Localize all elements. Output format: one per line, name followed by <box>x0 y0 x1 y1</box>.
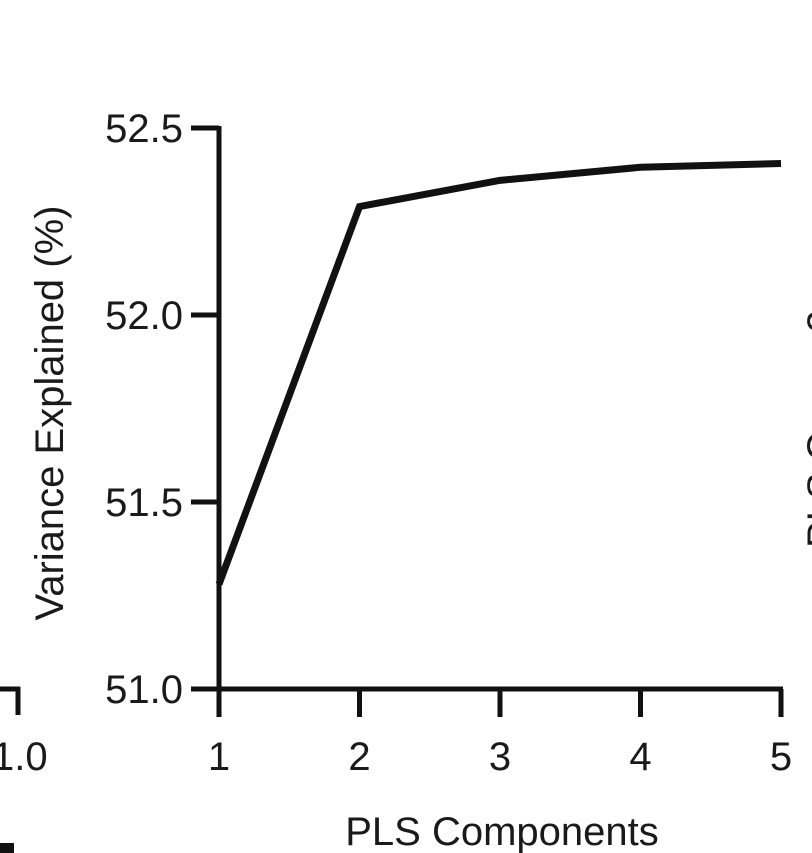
y-tick-label: 51.0 <box>105 668 183 712</box>
y-tick-label: 52.5 <box>105 107 183 151</box>
x-tick-label: 1 <box>208 735 230 779</box>
x-tick-label: 2 <box>348 735 370 779</box>
x-tick-label: 4 <box>629 735 651 779</box>
series-line <box>215 160 782 586</box>
x-axis-title: PLS Components <box>345 810 659 853</box>
left-panel-fragment-mark <box>0 843 14 853</box>
series-layer <box>215 160 782 586</box>
right-panel-fragment: PLS Comp. 2 <box>800 310 812 548</box>
left-panel-tick-label: 1.0 <box>0 735 48 779</box>
axes <box>216 126 783 692</box>
right-panel-axis-label: PLS Comp. 2 <box>800 310 812 548</box>
left-panel-fragment: 1.0 <box>0 686 48 853</box>
x-tick-label: 3 <box>489 735 511 779</box>
y-tick-label: 51.5 <box>105 481 183 525</box>
y-ticks: 51.0 51.5 52.0 52.5 <box>105 107 219 712</box>
x-ticks: 1 2 3 4 5 <box>208 689 792 779</box>
y-tick-label: 52.0 <box>105 294 183 338</box>
y-axis-title: Variance Explained (%) <box>28 205 72 620</box>
x-tick-label: 5 <box>770 735 792 779</box>
